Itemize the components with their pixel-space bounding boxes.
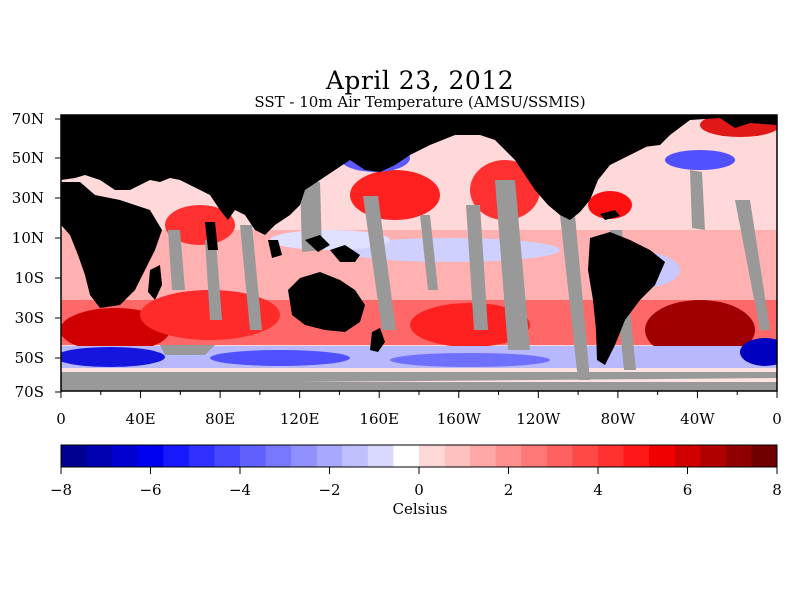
- latitude-label: 50S: [15, 349, 44, 367]
- colorbar-swatch: [598, 445, 625, 467]
- latitude-label: 70N: [12, 110, 44, 128]
- colorbar-swatch: [751, 445, 778, 467]
- longitude-label: 160W: [437, 410, 482, 428]
- colorbar-swatch: [112, 445, 139, 467]
- ocean-anomaly-fields: [61, 115, 777, 382]
- colorbar-swatch: [265, 445, 292, 467]
- colorbar-swatch: [291, 445, 318, 467]
- latitude-label: 30N: [12, 189, 44, 207]
- colorbar-swatch: [521, 445, 548, 467]
- colorbar-tick-label: −2: [318, 481, 340, 499]
- colorbar-swatch: [367, 445, 394, 467]
- latitude-label: 70S: [15, 383, 44, 401]
- colorbar-swatch: [546, 445, 573, 467]
- colorbar-swatch: [137, 445, 164, 467]
- colorbar-swatch: [470, 445, 497, 467]
- map-plot-area: [61, 115, 777, 391]
- colorbar-tick-label: 2: [504, 481, 514, 499]
- colorbar-swatch: [86, 445, 113, 467]
- longitude-label: 40E: [126, 410, 156, 428]
- colorbar-swatch: [674, 445, 701, 467]
- colorbar-tick-label: 0: [414, 481, 424, 499]
- colorbar-swatch: [572, 445, 599, 467]
- longitude-label: 0: [772, 410, 782, 428]
- colorbar-swatch: [700, 445, 727, 467]
- latitude-label: 10N: [12, 229, 44, 247]
- colorbar-swatch: [393, 445, 420, 467]
- longitude-label: 80E: [205, 410, 235, 428]
- longitude-label: 40W: [680, 410, 715, 428]
- map-title: April 23, 2012: [325, 66, 515, 95]
- colorbar-swatch: [419, 445, 446, 467]
- colorbar-tick-marks: [60, 467, 778, 474]
- map-tick-marks: [55, 118, 778, 398]
- latitude-label: 50N: [12, 149, 44, 167]
- latitude-label: 30S: [15, 309, 44, 327]
- colorbar-swatch: [342, 445, 369, 467]
- colorbar: [61, 445, 778, 467]
- colorbar-tick-label: −6: [139, 481, 161, 499]
- colorbar-tick-label: −8: [50, 481, 72, 499]
- colorbar-swatch: [623, 445, 650, 467]
- colorbar-swatch: [214, 445, 241, 467]
- colorbar-title: Celsius: [392, 500, 448, 518]
- colorbar-swatch: [163, 445, 190, 467]
- land-masses: [61, 115, 777, 365]
- colorbar-tick-label: 4: [593, 481, 603, 499]
- colorbar-swatch: [316, 445, 343, 467]
- no-data-areas: [61, 170, 777, 391]
- colorbar-swatch: [495, 445, 522, 467]
- longitude-label: 0: [56, 410, 66, 428]
- colorbar-swatch: [725, 445, 752, 467]
- colorbar-swatch: [444, 445, 471, 467]
- longitude-label: 120E: [280, 410, 320, 428]
- colorbar-swatch: [240, 445, 267, 467]
- latitude-label: 10S: [15, 269, 44, 287]
- colorbar-tick-labels: −8 −6 −4 −2 0 2 4 6 8: [50, 481, 782, 499]
- colorbar-tick-label: −4: [229, 481, 251, 499]
- longitude-label: 80W: [601, 410, 636, 428]
- longitude-label: 120W: [516, 410, 561, 428]
- colorbar-tick-label: 8: [772, 481, 782, 499]
- colorbar-swatch: [188, 445, 215, 467]
- colorbar-tick-label: 6: [683, 481, 693, 499]
- longitude-label: 160E: [359, 410, 399, 428]
- map-subtitle: SST - 10m Air Temperature (AMSU/SSMIS): [254, 93, 586, 111]
- latitude-labels: 70N 50N 30N 10N 10S 30S 50S 70S: [12, 110, 44, 401]
- longitude-labels: 0 40E 80E 120E 160E 160W 120W 80W 40W 0: [56, 410, 782, 428]
- colorbar-swatch: [649, 445, 676, 467]
- colorbar-swatch: [61, 445, 88, 467]
